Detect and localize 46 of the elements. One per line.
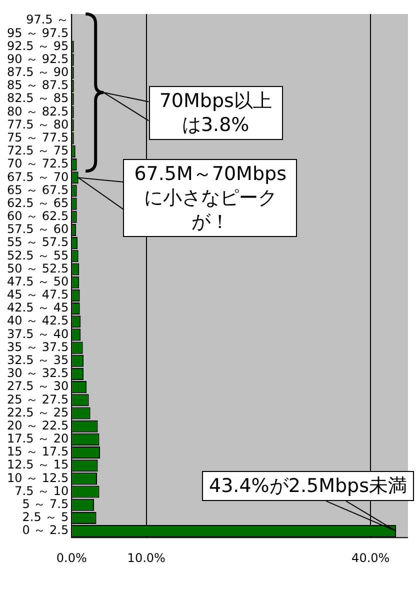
- y-tick-label: 5 ～ 7.5: [22, 497, 69, 511]
- y-tick-label: 40 ～ 42.5: [6, 314, 69, 328]
- y-tick-label: 12.5 ～ 15: [6, 458, 69, 472]
- y-tick-label: 75 ～ 77.5: [6, 130, 69, 144]
- y-tick-label: 25 ～ 27.5: [6, 392, 69, 406]
- y-tick-label: 70 ～ 72.5: [6, 156, 69, 171]
- y-tick-label: 22.5 ～ 25: [6, 405, 69, 420]
- y-tick-label: 30 ～ 32.5: [6, 366, 69, 380]
- y-tick-label: 60 ～ 62.5: [6, 209, 69, 224]
- y-tick-label: 42.5 ～ 45: [6, 300, 69, 315]
- y-tick-label: 32.5 ～ 35: [6, 353, 69, 368]
- y-tick-label: 92.5 ～ 95: [6, 38, 69, 53]
- y-tick-label: 90 ～ 92.5: [6, 52, 69, 66]
- y-tick-label: 57.5 ～ 60: [6, 222, 69, 236]
- y-tick-label: 62.5 ～ 65: [6, 196, 69, 210]
- y-tick-label: 20 ～ 22.5: [6, 418, 69, 432]
- y-tick-label: 50 ～ 52.5: [6, 261, 69, 276]
- y-tick-label: 15 ～ 17.5: [6, 444, 69, 459]
- annotation: 67.5M～70Mbpsに小さなピークが！: [123, 158, 298, 237]
- y-tick-label: 80 ～ 82.5: [6, 104, 69, 118]
- y-tick-label: 87.5 ～ 90: [6, 65, 69, 80]
- y-tick-label: 72.5 ～ 75: [6, 144, 69, 158]
- y-tick-label: 77.5 ～ 80: [6, 117, 69, 132]
- y-tick-label: 35 ～ 37.5: [6, 340, 69, 354]
- annotation: 43.4%が2.5Mbps未満: [202, 471, 414, 502]
- y-tick-label: 82.5 ～ 85: [6, 91, 69, 106]
- y-tick-label: 85 ～ 87.5: [6, 78, 69, 92]
- y-tick-label: 0 ～ 2.5: [22, 523, 69, 538]
- y-tick-label: 37.5 ～ 40: [6, 326, 69, 341]
- x-tick-label: 40.0%: [352, 550, 390, 565]
- x-tick-label: 10.0%: [127, 550, 166, 565]
- y-tick-label: 67.5 ～ 70: [6, 170, 69, 184]
- y-tick-label: 47.5 ～ 50: [6, 274, 69, 288]
- y-tick-label: 55 ～ 57.5: [6, 235, 69, 250]
- y-tick-label: 65 ～ 67.5: [6, 182, 69, 197]
- y-tick-label: 27.5 ～ 30: [6, 379, 69, 394]
- y-tick-label: 2.5 ～ 5: [22, 510, 69, 524]
- annotation: 70Mbps以上は3.8%: [148, 86, 283, 140]
- y-tick-label: 17.5 ～ 20: [6, 432, 69, 446]
- y-tick-label: 45 ～ 47.5: [6, 288, 69, 302]
- y-tick-label: 7.5 ～ 10: [14, 484, 69, 498]
- y-tick-label: 95 ～ 97.5: [6, 26, 69, 40]
- y-tick-label: 52.5 ～ 55: [6, 248, 69, 262]
- y-tick-label: 10 ～ 12.5: [6, 470, 69, 485]
- x-tick-label: 0.0%: [56, 550, 87, 565]
- y-tick-label: 97.5 ～: [26, 12, 69, 27]
